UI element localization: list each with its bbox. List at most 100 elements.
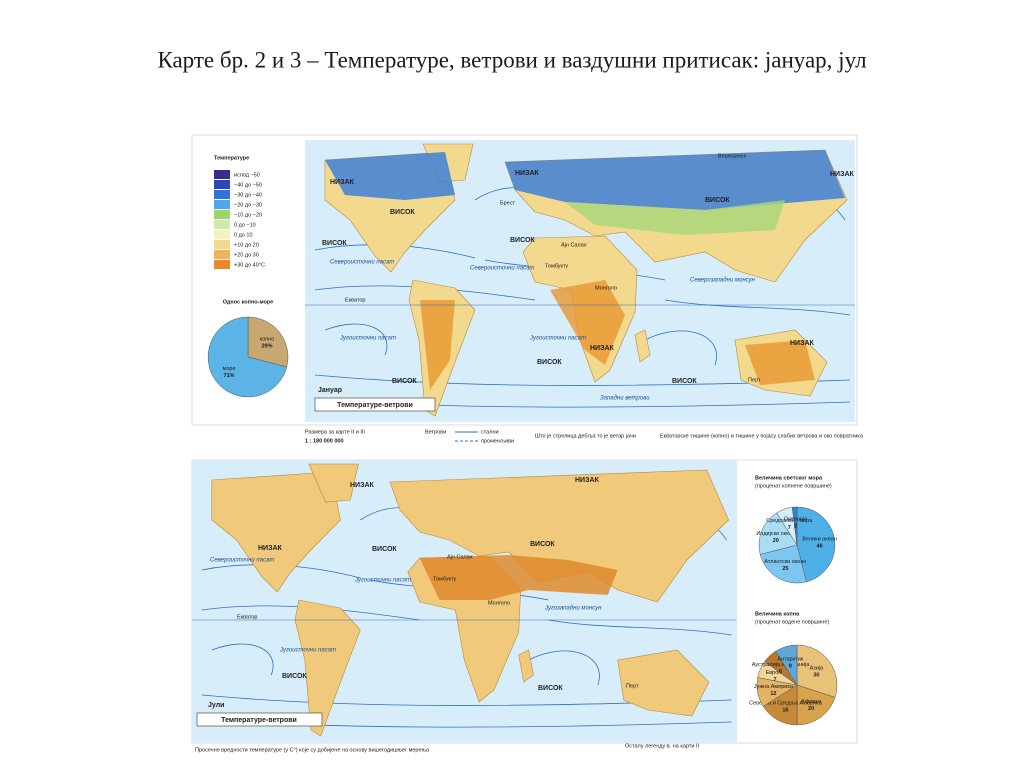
slice-value: 16 [782,707,788,713]
scale-title: Размера за карте II и III [305,429,365,435]
map-label: Перт [626,683,639,689]
variable: променљиви [481,438,514,444]
map-label: ВИСОК [282,673,307,680]
map-label: Томбукту [545,263,569,269]
bottom-note: Просечне вредности температуре (у C°) ко… [195,747,430,753]
map-label: НИЗАК [350,482,375,489]
slice-name: Средоземна мора [766,518,813,524]
wind-label: Северозападни монсун [690,278,756,284]
map-label: ВИСОК [538,685,563,692]
map-label: НИЗАК [575,477,600,484]
slice-name: Индијски океан [756,531,795,537]
wind-label: Југоисточни пасат [354,578,411,584]
pie-slice [796,684,836,726]
slice-value: 7 [773,677,776,683]
slice-name: Азија [810,665,824,671]
slice-name: Велики океан [802,537,837,543]
legend-swatch [214,200,230,209]
wind-label: Североисточни пасат [330,260,394,266]
map-label: НИЗАК [830,171,855,178]
map-label: Томбукту [433,576,457,582]
slice-value: 9 [789,663,792,669]
map-label: ВИСОК [537,359,562,366]
map-label: Верхојанск [718,153,747,159]
map-label: НИЗАК [330,179,355,186]
map-label: Екватор [237,614,257,620]
map-label: ВИСОК [705,197,730,204]
legend-label: 0 до 10 [234,232,253,238]
slice-name: Антарктик [777,656,803,662]
legend-label: −30 до −40 [234,192,262,198]
pie-slice [775,644,798,686]
map-label: ВИСОК [372,546,397,553]
legend-label: −10 до −20 [234,212,262,218]
map-label: ВИСОК [392,378,417,385]
legend-swatch [214,180,230,189]
map-label: ВИСОК [672,378,697,385]
legend-title: Температуре [214,155,249,161]
pie-subtitle: (проценат копнене површине) [755,483,832,489]
wind-label: Североисточни пасат [470,266,534,272]
map-label: ВИСОК [390,209,415,216]
note: Што је стрелица дебља то је ветар јачи [535,433,636,439]
map-label: ВИСОК [510,237,535,244]
legend-swatch [214,230,230,239]
legend-label: испод −50 [234,172,260,178]
legend-label: +20 до 30 [234,252,259,258]
panel-label: Јули [208,702,224,709]
pie-slice [758,512,798,555]
map-label: Монголо [488,600,510,606]
legend-swatch [214,260,230,269]
pie-slice [796,644,838,698]
pie-slice [247,316,289,368]
slice-name: Европа [766,670,786,676]
pie-title: Однос копно-море [223,299,273,305]
wind-label: Западни ветрови [600,396,650,402]
legend-label: −40 до −50 [234,182,262,188]
legend-swatch [214,190,230,199]
panel-label: Јануар [318,387,342,394]
temperature-legend: Температуре [194,140,303,275]
slice-value: 2 [794,524,797,530]
wind-label: Југоисточни пасат [339,336,396,342]
map-label: Перт [748,377,761,383]
pie-title: Величина светског мора [755,475,823,481]
legend-label: +30 до 40°C [234,262,265,268]
caption-box [196,712,323,727]
legend-swatch [214,170,230,179]
pie-slice [791,506,798,546]
panel-caption: Температуре-ветрови [337,402,413,409]
slice-value: 71% [224,373,235,379]
map-label: Ајн Салах [447,554,473,560]
slice-value: 46 [817,544,823,550]
map-label: НИЗАК [515,170,540,177]
slice-name: Атлантски океан [764,559,806,565]
pie-slice [207,316,288,398]
slice-name: Јужна Америка [754,684,794,690]
map-label: НИЗАК [790,340,815,347]
slice-value: 20 [808,706,814,712]
slice-name: Северна и Средња Америка [749,700,823,706]
bottom-note: Осталу легенду в. на карти II [625,743,700,749]
continents [305,143,855,417]
map-label: Екватор [345,297,365,303]
pie-subtitle: (проценат водене површине) [755,619,829,625]
map-label: ВИСОК [322,240,347,247]
winds-title: Ветрови [425,429,446,435]
slice-name: Океанија [784,517,808,523]
panel-caption: Температуре-ветрови [221,717,297,724]
slice-value: 25 [782,566,788,572]
pie-slice [759,544,807,584]
map-label: НИЗАК [590,345,615,352]
pie-title: Величина копна [755,611,800,617]
wind-label: Југоисточни пасат [529,336,586,342]
legend-swatch [214,240,230,249]
slide-title: Карте бр. 2 и 3 – Температуре, ветрови и… [157,47,866,72]
scale: 1 : 180 000 000 [305,438,344,444]
slice-value: 12 [770,691,776,697]
legend-label: 0 до −10 [234,222,256,228]
map-label: Монголо [595,285,617,291]
slice-value: 7 [788,525,791,531]
slice-name: море [223,366,236,372]
